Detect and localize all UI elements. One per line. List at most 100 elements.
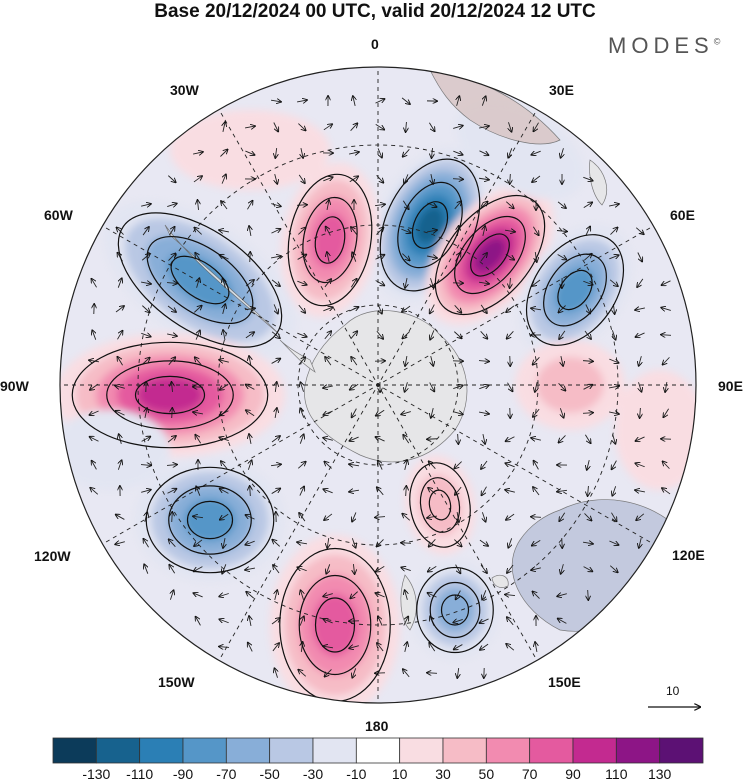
wind-arrow [454,539,461,547]
colorbar-tick-label: 130 [647,766,672,782]
wind-arrow [431,147,432,158]
wind-arrow [401,97,410,104]
wind-arrow [374,204,385,205]
wind-arrow [639,538,641,548]
wind-arrow [171,382,172,393]
wind-arrow [505,490,515,492]
wind-arrow [507,564,514,573]
wind-arrow [270,100,281,102]
wind-arrow [609,204,619,206]
wind-arrow [429,538,436,546]
wind-arrow [561,356,563,366]
wind-arrow [533,408,540,417]
colorbar-swatch [485,737,531,764]
wind-arrow [89,360,100,362]
wind-arrow [197,200,198,211]
wind-arrow [193,412,204,414]
wind-arrow [406,486,407,497]
wind-arrow [193,516,204,517]
streamline-loop [134,375,206,415]
wind-arrow [403,435,410,444]
wind-arrow [141,204,151,206]
wind-arrow [325,357,332,366]
wind-arrow [350,331,357,340]
colorbar-tick-label: 110 [605,766,628,782]
wind-arrow [635,490,646,492]
lon-label-120w: 120W [34,548,71,564]
wind-arrow [195,357,202,366]
wind-arrow [531,438,541,440]
wind-arrow [637,278,644,287]
colorbar-tick-label: -70 [216,766,237,782]
map-title: Base 20/12/2024 00 UTC, valid 20/12/2024… [154,1,596,22]
colorbar-swatch [269,737,314,764]
wind-arrow [220,150,227,157]
colorbar-swatch [399,737,444,764]
wind-arrow [194,306,201,313]
wind-arrow [535,382,537,392]
wind-arrow [167,203,177,206]
wind-arrow [506,513,515,520]
wind-arrow [299,486,304,496]
wind-arrow [323,646,334,648]
wind-arrow [609,565,617,573]
wind-arrow [271,256,281,258]
wind-arrow [245,150,254,155]
wind-arrow [609,359,618,363]
wind-arrow [298,304,305,313]
wind-arrow [458,433,459,444]
wind-arrow [349,152,359,154]
wind-arrow [323,619,333,624]
wind-arrow [661,335,672,336]
wind-arrow [247,201,252,210]
streamline-loop [397,181,463,269]
wind-arrow [405,278,407,288]
wind-arrow [194,566,203,572]
wind-arrow [585,226,590,236]
streamline-loop [106,360,234,430]
wind-arrow [405,460,408,470]
wind-arrow [91,279,97,288]
map-field [60,67,696,703]
wind-arrow [611,512,616,522]
wind-arrow [169,565,176,574]
colorbar-tick-label: 10 [391,766,408,782]
wind-arrow [298,357,305,366]
streamline-loop [379,158,481,292]
wind-arrow [535,251,536,262]
wind-arrow [172,512,173,523]
wind-arrow [427,673,438,674]
colorbar-tick-label: -50 [259,766,280,782]
colorbar-swatch [659,737,704,764]
wind-arrow [349,464,360,466]
colorbar-tick-label: -30 [302,766,324,782]
wind-arrow [195,435,202,444]
wind-arrow [427,516,437,518]
anomaly-contour [183,498,237,542]
wind-arrow [300,382,303,392]
wind-arrow [560,408,563,417]
wind-arrow [141,490,151,493]
wind-arrow [506,305,515,312]
wind-arrow [609,255,618,259]
wind-arrow [479,618,489,623]
wind-arrow [275,147,276,158]
wind-arrow [532,226,538,235]
wind-arrow [142,227,149,236]
wind-arrow [640,407,641,418]
meridian-line [212,98,544,672]
wind-arrow [167,436,176,443]
wind-arrow [612,460,617,470]
wind-arrow [531,568,541,570]
wind-arrow [533,487,540,496]
wind-arrow [245,332,254,339]
wind-arrow [271,279,280,286]
wind-arrow [246,592,255,599]
wind-arrow [375,437,385,442]
wind-arrow [454,644,463,650]
wind-arrow [559,435,566,442]
anomaly-contour [312,593,358,657]
wind-arrow [375,593,385,598]
wind-arrow [429,643,436,652]
wind-arrow [405,642,407,652]
